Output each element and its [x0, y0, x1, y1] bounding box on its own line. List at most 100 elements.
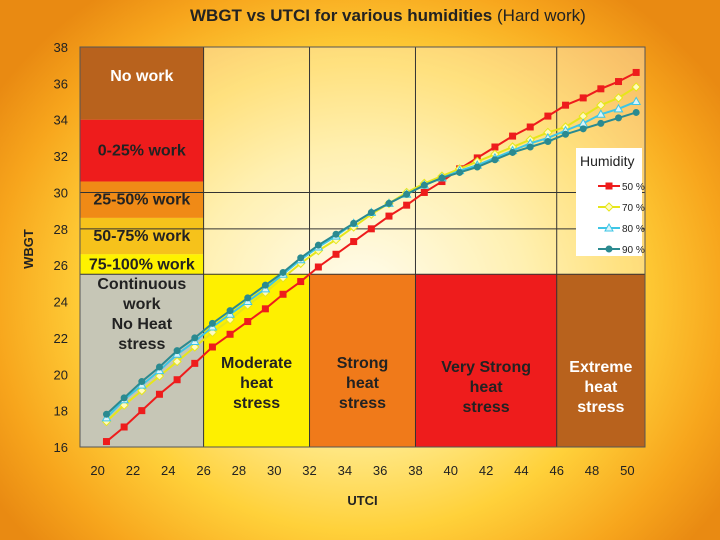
- x-tick-label: 46: [549, 463, 563, 478]
- data-point: [438, 174, 446, 182]
- data-point: [403, 201, 411, 209]
- utci-zone-label: Continuous work No Heat stress: [97, 276, 186, 353]
- y-axis-title: WBGT: [21, 229, 36, 269]
- data-point: [604, 222, 614, 232]
- legend-title: Humidity: [580, 153, 634, 169]
- utci-zone-label-line: Strong: [337, 355, 389, 372]
- data-point: [385, 199, 393, 207]
- data-point: [420, 188, 428, 196]
- legend-label: 90 %: [622, 245, 645, 256]
- data-point: [595, 109, 606, 118]
- data-point: [350, 219, 358, 227]
- wbgt-zone-label: 50-75% work: [93, 228, 190, 245]
- x-tick-label: 20: [90, 463, 104, 478]
- data-point: [631, 96, 642, 106]
- data-point: [544, 138, 552, 146]
- x-tick-label: 36: [373, 463, 387, 478]
- utci-zone-4: [556, 274, 645, 447]
- wbgt-zone-2: [80, 181, 204, 218]
- wbgt-zone-1: [80, 119, 204, 182]
- data-point: [615, 78, 623, 86]
- data-point: [491, 143, 499, 151]
- data-point: [632, 68, 640, 76]
- data-point: [562, 101, 570, 109]
- utci-zone-2: [309, 274, 416, 447]
- data-point: [102, 410, 110, 418]
- data-point: [226, 330, 234, 338]
- data-point: [526, 123, 534, 131]
- legend-label: 50 %: [622, 182, 645, 193]
- y-tick-label: 26: [54, 258, 68, 273]
- data-point: [631, 82, 641, 92]
- y-tick-label: 22: [54, 331, 68, 346]
- y-tick-label: 30: [54, 185, 68, 200]
- data-point: [509, 148, 517, 156]
- data-point: [613, 103, 624, 113]
- data-point: [597, 85, 605, 93]
- x-tick-label: 44: [514, 463, 528, 478]
- x-tick-label: 42: [479, 463, 493, 478]
- x-tick-label: 48: [585, 463, 599, 478]
- legend-box: [576, 148, 642, 256]
- utci-zone-label-line: stress: [233, 395, 280, 412]
- data-point: [191, 359, 199, 367]
- utci-zone-label-line: heat: [346, 375, 380, 392]
- wbgt-zone-label: 75-100% work: [89, 256, 195, 273]
- data-point: [244, 294, 252, 302]
- data-point: [297, 254, 305, 262]
- data-point: [632, 108, 640, 116]
- data-point: [403, 190, 411, 198]
- wbgt-zone-label: 0-25% work: [98, 143, 186, 160]
- y-tick-label: 28: [54, 222, 68, 237]
- y-tick-label: 16: [54, 440, 68, 455]
- x-tick-label: 28: [232, 463, 246, 478]
- data-point: [473, 163, 481, 171]
- data-point: [191, 334, 199, 342]
- data-point: [297, 278, 305, 286]
- data-point: [604, 202, 614, 212]
- x-tick-label: 26: [196, 463, 210, 478]
- y-tick-label: 32: [54, 149, 68, 164]
- data-point: [155, 390, 163, 398]
- utci-zone-label-line: heat: [240, 375, 274, 392]
- utci-zone-3: [415, 274, 557, 447]
- data-point: [261, 281, 269, 289]
- x-tick-label: 22: [126, 463, 140, 478]
- y-tick-label: 38: [54, 40, 68, 55]
- utci-zone-label-line: No Heat: [112, 316, 173, 333]
- x-tick-label: 32: [302, 463, 316, 478]
- data-point: [579, 94, 587, 102]
- y-tick-label: 20: [54, 367, 68, 382]
- utci-zone-label: Extreme heat stress: [569, 359, 632, 416]
- data-point: [332, 230, 340, 238]
- data-point: [208, 319, 216, 327]
- data-point: [613, 93, 624, 103]
- y-tick-label: 18: [54, 404, 68, 419]
- utci-zone-label-line: work: [122, 296, 160, 313]
- data-point: [562, 130, 570, 138]
- utci-zone-label: Strong heat stress: [337, 355, 389, 412]
- data-point: [120, 394, 128, 402]
- legend-label: 80 %: [622, 224, 645, 235]
- wbgt-zone-label: 25-50% work: [93, 192, 190, 209]
- wbgt-zone-label: No work: [110, 68, 173, 85]
- y-tick-label: 24: [54, 295, 68, 310]
- utci-zone-0: [80, 274, 204, 447]
- chart-title-main: WBGT vs UTCI for various humidities: [190, 6, 493, 25]
- y-tick-label: 34: [54, 113, 68, 128]
- data-point: [605, 245, 613, 253]
- x-tick-label: 38: [408, 463, 422, 478]
- data-point: [596, 100, 606, 110]
- x-axis-title: UTCI: [347, 493, 377, 508]
- x-tick-label: 40: [444, 463, 458, 478]
- data-point: [544, 112, 552, 120]
- utci-zone-label-line: heat: [470, 379, 504, 396]
- data-point: [172, 356, 182, 367]
- data-point: [367, 225, 375, 233]
- wbgt-zone-3: [80, 217, 204, 255]
- data-point: [120, 423, 128, 431]
- x-tick-label: 24: [161, 463, 175, 478]
- x-tick-label: 30: [267, 463, 281, 478]
- data-point: [509, 132, 517, 140]
- data-point: [526, 143, 534, 151]
